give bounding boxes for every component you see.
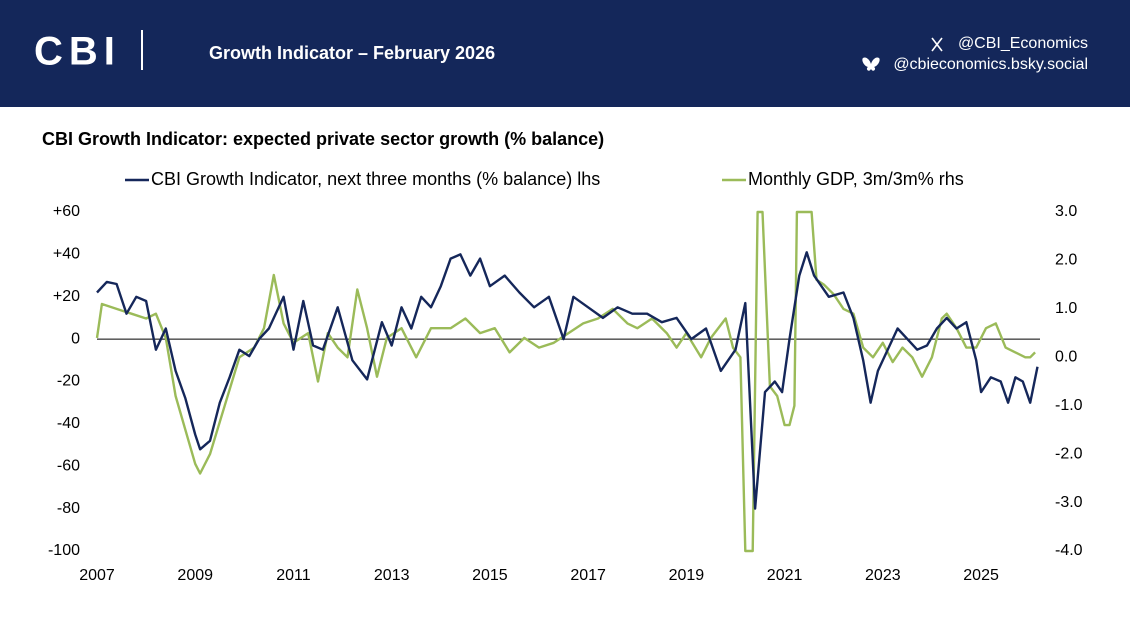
legend-label: Monthly GDP, 3m/3m% rhs [748,169,964,189]
x-tick-label: 2009 [177,567,213,584]
y2-tick-label: 1.0 [1055,300,1077,317]
x-tick-label: 2021 [767,567,803,584]
x-tick-label: 2011 [276,567,311,584]
y-tick-label: 0 [71,330,80,347]
logo: CBI [34,30,121,74]
series-line [96,251,1039,510]
header-band [0,0,1130,107]
bluesky-handle: @cbieconomics.bsky.social [893,56,1088,73]
x-icon [931,37,943,52]
bluesky-icon [862,57,880,71]
y-tick-label: +20 [53,288,80,305]
plot-area [95,210,1039,553]
legend-label: CBI Growth Indicator, next three months … [151,169,600,189]
y2-tick-label: -2.0 [1055,445,1083,462]
y-tick-label: -60 [57,457,80,474]
x-tick-label: 2023 [865,567,901,584]
y2-tick-label: -1.0 [1055,397,1083,414]
y-tick-label: -20 [57,373,80,390]
y2-tick-label: 0.0 [1055,349,1077,366]
x-tick-label: 2017 [570,567,606,584]
y-tick-label: +40 [53,246,80,263]
y2-tick-label: -3.0 [1055,494,1083,511]
x-tick-label: 2019 [669,567,705,584]
header-title: Growth Indicator – February 2026 [209,43,495,63]
y2-tick-label: -4.0 [1055,542,1083,559]
y2-tick-label: 3.0 [1055,203,1077,220]
chart-title: CBI Growth Indicator: expected private s… [42,129,604,149]
x-tick-label: 2025 [963,567,999,584]
x-tick-label: 2013 [374,567,410,584]
y-tick-label: -100 [48,542,80,559]
y2-tick-label: 2.0 [1055,252,1077,269]
series-line [95,210,1036,553]
y-tick-label: +60 [53,203,80,220]
x-tick-label: 2007 [79,567,115,584]
x-handle: @CBI_Economics [958,35,1088,52]
y-tick-label: -40 [57,415,80,432]
y-tick-label: -80 [57,500,80,517]
x-tick-label: 2015 [472,567,508,584]
